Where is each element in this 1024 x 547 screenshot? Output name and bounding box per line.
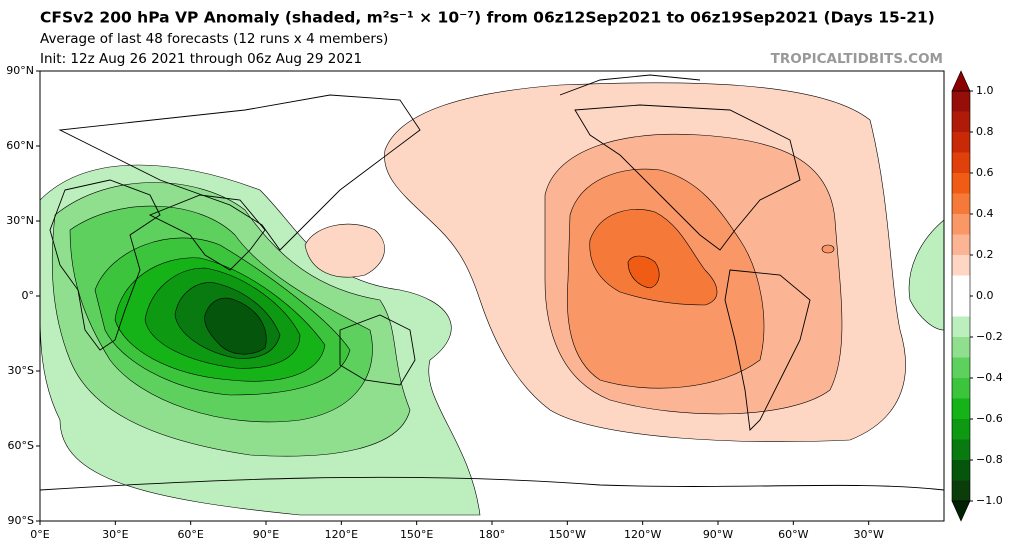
colorbar-segment — [952, 234, 970, 255]
lat-tick-label: 0° — [22, 289, 35, 302]
colorbar-tick-label: 0.8 — [976, 125, 994, 138]
colorbar-segment — [952, 357, 970, 378]
colorbar-segment — [952, 316, 970, 337]
axes: 90°N 60°N 30°N 0° 30°S 60°S 90°S0°E 30°E 60°E 90°… — [6, 64, 884, 541]
colorbar-segment — [952, 255, 970, 276]
colorbar-segment — [952, 480, 970, 501]
lon-tick-label: 30°W — [853, 528, 883, 541]
colorbar-segment — [952, 173, 970, 194]
lon-tick-label: 120°E — [325, 528, 358, 541]
init-text: Init: 12z Aug 26 2021 through 06z Aug 29… — [40, 51, 362, 67]
colorbar-segment — [952, 337, 970, 358]
colorbar-tick-label: −0.4 — [976, 371, 1003, 384]
lat-tick-label: 90°S — [8, 514, 34, 527]
colorbar-segment — [952, 296, 970, 317]
lat-tick-label: 90°N — [6, 64, 34, 77]
colorbar-segment — [952, 132, 970, 153]
watermark: TROPICALTIDBITS.COM — [771, 51, 943, 67]
title: CFSv2 200 hPa VP Anomaly (shaded, m²s⁻¹ … — [40, 9, 935, 27]
colorbar-segment — [952, 111, 970, 132]
colorbar-segment — [952, 214, 970, 235]
colorbar-segment — [952, 275, 970, 296]
colorbar-segment — [952, 460, 970, 481]
lon-tick-label: 90°E — [253, 528, 279, 541]
colorbar-segment — [952, 378, 970, 399]
lat-tick-label: 30°S — [8, 364, 34, 377]
lon-tick-label: 60°W — [778, 528, 808, 541]
lon-tick-label: 0°E — [30, 528, 49, 541]
lon-tick-label: 120°W — [624, 528, 661, 541]
lat-tick-label: 30°N — [6, 214, 34, 227]
lat-tick-label: 60°S — [8, 439, 34, 452]
colorbar-tick-label: −0.2 — [976, 330, 1003, 343]
colorbar-tick-label: 0.2 — [976, 248, 994, 261]
colorbar-tick-label: 0.0 — [976, 289, 994, 302]
map-area — [39, 70, 945, 522]
coastlines — [40, 74, 944, 491]
colorbar-tick-label: −0.8 — [976, 453, 1003, 466]
lon-tick-label: 30°E — [102, 528, 128, 541]
lon-tick-label: 150°E — [400, 528, 433, 541]
colorbar-segment — [952, 398, 970, 419]
colorbar-segment — [952, 193, 970, 214]
lon-tick-label: 180° — [479, 528, 506, 541]
lon-tick-label: 150°W — [549, 528, 586, 541]
colorbar-segment — [952, 439, 970, 460]
lat-tick-label: 60°N — [6, 139, 34, 152]
lon-tick-label: 60°E — [177, 528, 203, 541]
subtitle: Average of last 48 forecasts (12 runs x … — [40, 31, 388, 47]
colorbar: 1.0 0.8 0.6 0.4 0.2 0.0 −0.2 −0.4 −0.6 −0.8 −1.0 — [951, 70, 1003, 522]
colorbar-segment — [952, 91, 970, 112]
colorbar-tick-label: −1.0 — [976, 494, 1003, 507]
colorbar-tick-label: 1.0 — [976, 84, 994, 97]
colorbar-tick-label: 0.4 — [976, 207, 994, 220]
colorbar-tick-label: 0.6 — [976, 166, 994, 179]
colorbar-tick-label: −0.6 — [976, 412, 1003, 425]
lon-tick-label: 90°W — [703, 528, 733, 541]
colorbar-segment — [952, 419, 970, 440]
colorbar-segment — [952, 152, 970, 173]
shading — [40, 82, 944, 516]
